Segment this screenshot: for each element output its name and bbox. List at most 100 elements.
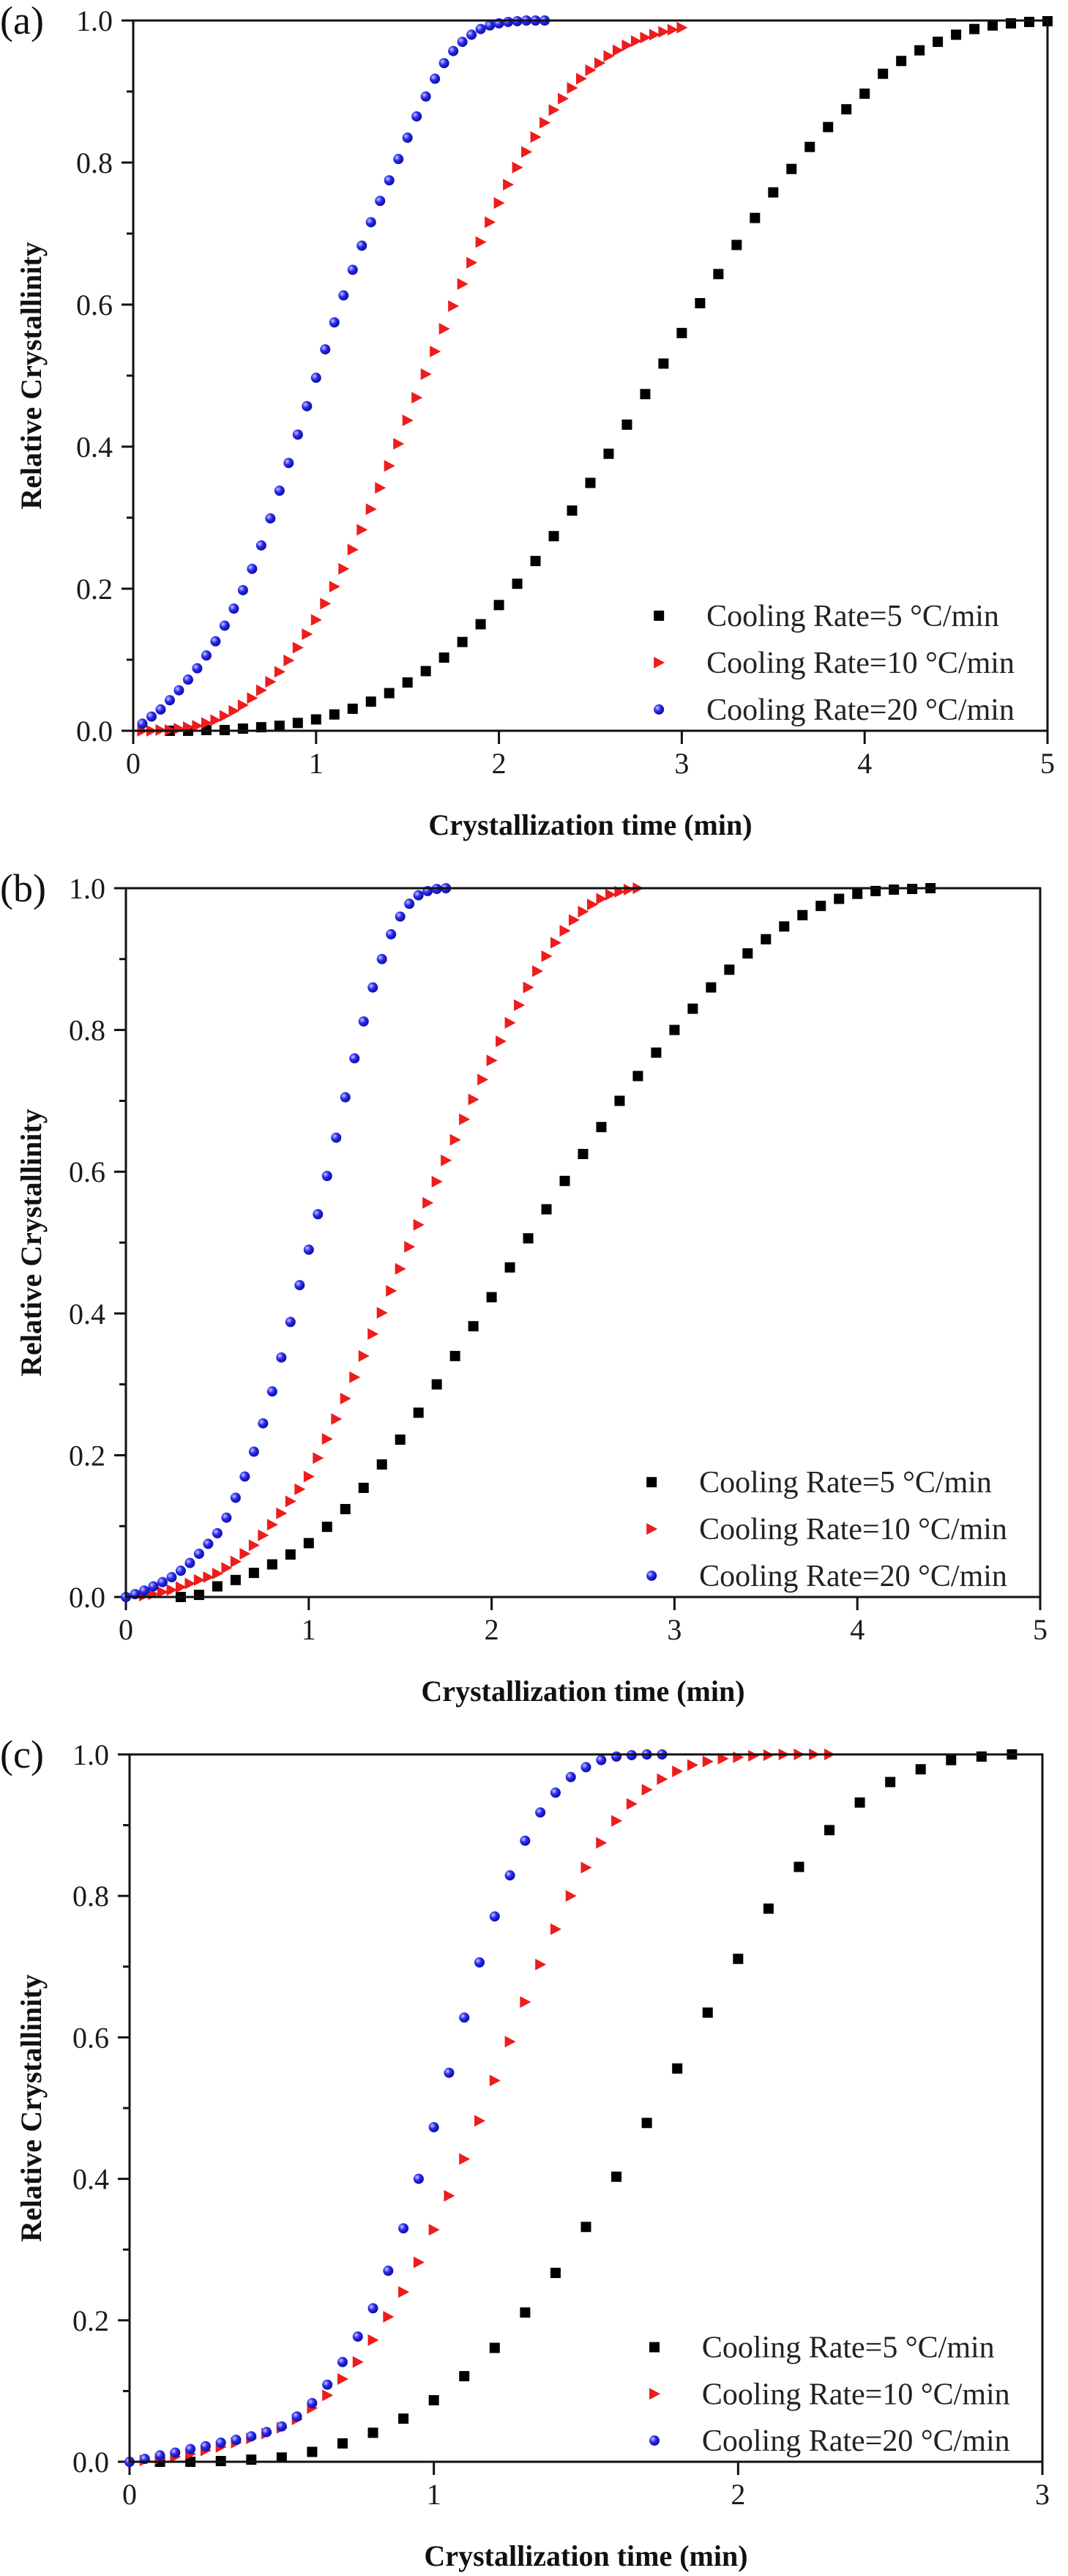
- data-point: [420, 91, 431, 102]
- x-tick-label: 4: [857, 747, 872, 780]
- y-tick-label: 1.0: [76, 4, 113, 37]
- legend-marker: [646, 1523, 658, 1535]
- plot-frame: [124, 887, 1042, 1598]
- legend-label: Cooling Rate=10 °C/min: [706, 647, 1015, 680]
- data-point: [349, 1053, 360, 1064]
- data-point: [448, 45, 459, 56]
- data-point: [248, 1539, 260, 1552]
- data-point: [352, 2331, 363, 2342]
- data-point: [640, 389, 651, 400]
- y-axis-title: Relative Crystallinity: [15, 1109, 48, 1377]
- data-point: [596, 1122, 607, 1133]
- legend-marker: [649, 2388, 661, 2400]
- data-point: [614, 1095, 625, 1106]
- data-point: [489, 2074, 501, 2087]
- chart-panel-c: (c) 0.0 0.2 0.4 0.6 0.8 1.0 0 1 2 3 Crystallization…: [0, 1732, 1050, 2572]
- data-point: [358, 1350, 370, 1362]
- data-point: [596, 1754, 607, 1765]
- data-point: [815, 901, 826, 912]
- data-point: [274, 485, 285, 496]
- data-point: [580, 1762, 591, 1773]
- data-point: [266, 1386, 277, 1397]
- data-point: [376, 953, 387, 964]
- data-point: [221, 1562, 233, 1574]
- data-point: [247, 563, 258, 574]
- y-axis-title: Relative Crystallinity: [15, 1974, 48, 2242]
- x-tick-label: 0: [119, 1613, 133, 1646]
- data-point: [621, 39, 633, 51]
- y-tick-label: 0.2: [69, 1439, 105, 1472]
- data-point: [550, 1787, 561, 1798]
- x-tick-label: 4: [850, 1613, 865, 1646]
- data-point: [885, 1776, 896, 1787]
- data-point: [255, 540, 266, 551]
- panel-label: (c): [0, 1732, 44, 1776]
- data-point: [565, 1771, 576, 1782]
- data-point: [201, 717, 212, 729]
- data-point: [676, 327, 687, 338]
- data-point: [640, 31, 651, 44]
- data-point: [137, 718, 148, 729]
- data-point: [466, 29, 477, 40]
- data-point: [933, 37, 944, 48]
- data-point: [672, 2063, 683, 2074]
- data-point: [329, 581, 340, 593]
- data-point: [431, 1379, 442, 1390]
- data-point: [713, 269, 724, 280]
- y-tick-label: 0.8: [72, 1880, 109, 1913]
- data-point: [641, 2118, 652, 2129]
- legend-marker: [649, 2435, 660, 2446]
- data-point: [672, 1765, 684, 1778]
- data-point: [420, 666, 431, 677]
- data-point: [193, 1590, 204, 1601]
- data-point: [489, 1911, 500, 1922]
- data-point: [285, 1495, 296, 1508]
- data-point: [1024, 16, 1035, 27]
- data-point: [632, 1071, 643, 1082]
- data-point: [804, 141, 815, 152]
- data-point: [292, 429, 303, 440]
- data-point: [367, 2427, 378, 2438]
- data-point: [283, 458, 294, 469]
- x-tick-label: 1: [302, 1613, 316, 1646]
- legend: Cooling Rate=5 °C/min Cooling Rate=10 °C/…: [649, 2331, 1010, 2458]
- data-point: [742, 948, 753, 959]
- data-point: [626, 1798, 638, 1810]
- data-point: [459, 1113, 471, 1125]
- data-point: [237, 584, 248, 595]
- data-point: [504, 1262, 515, 1273]
- y-tick-label: 0.4: [69, 1298, 105, 1330]
- data-point: [294, 1483, 306, 1495]
- data-point: [550, 937, 562, 949]
- data-point: [834, 893, 845, 904]
- data-point: [733, 1751, 744, 1763]
- data-point: [303, 1470, 315, 1483]
- data-point: [383, 2310, 395, 2323]
- data-point: [420, 368, 432, 381]
- data-point: [219, 620, 230, 631]
- legend-marker: [646, 1477, 657, 1488]
- data-point: [649, 29, 660, 41]
- data-point: [215, 2437, 226, 2448]
- data-point: [585, 64, 597, 76]
- data-point: [210, 714, 222, 726]
- data-point: [578, 1149, 589, 1159]
- chart-panel-b: (b) 0.0 0.2 0.4 0.6 0.8 1.0 0 1 2 3 4 5 Crystallizati…: [0, 866, 1048, 1708]
- data-point: [578, 905, 589, 917]
- data-point: [786, 163, 797, 174]
- data-point: [605, 888, 616, 901]
- data-point: [695, 298, 706, 309]
- data-point: [641, 1784, 653, 1796]
- data-point: [428, 2394, 439, 2405]
- data-point: [523, 1233, 534, 1244]
- data-point: [219, 710, 231, 722]
- data-point: [793, 1861, 804, 1872]
- data-point: [859, 88, 870, 99]
- data-point: [496, 1035, 507, 1048]
- data-point: [596, 1836, 608, 1849]
- data-point: [185, 2443, 196, 2454]
- data-point: [413, 890, 424, 901]
- data-point: [466, 256, 478, 269]
- data-point: [411, 392, 423, 404]
- data-point: [261, 2427, 272, 2438]
